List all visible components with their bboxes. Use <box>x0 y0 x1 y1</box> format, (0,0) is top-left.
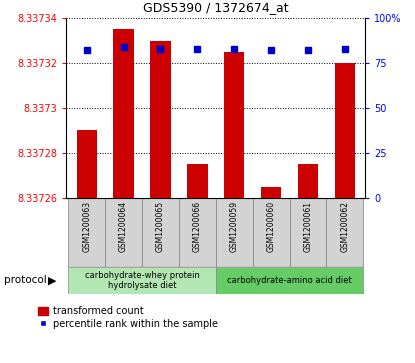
Text: GSM1200066: GSM1200066 <box>193 201 202 252</box>
Text: ▶: ▶ <box>48 276 56 285</box>
Bar <box>113 29 134 198</box>
Text: GSM1200060: GSM1200060 <box>266 201 276 252</box>
Bar <box>76 130 97 198</box>
FancyBboxPatch shape <box>142 198 179 267</box>
Bar <box>224 52 244 198</box>
FancyBboxPatch shape <box>216 267 364 294</box>
Text: carbohydrate-whey protein
hydrolysate diet: carbohydrate-whey protein hydrolysate di… <box>85 271 200 290</box>
Text: GSM1200063: GSM1200063 <box>82 201 91 252</box>
Bar <box>261 187 281 198</box>
FancyBboxPatch shape <box>105 198 142 267</box>
Text: protocol: protocol <box>4 276 47 285</box>
Text: GSM1200061: GSM1200061 <box>303 201 312 252</box>
FancyBboxPatch shape <box>68 198 105 267</box>
Text: GSM1200062: GSM1200062 <box>340 201 349 252</box>
FancyBboxPatch shape <box>216 198 253 267</box>
Text: carbohydrate-amino acid diet: carbohydrate-amino acid diet <box>227 276 352 285</box>
Title: GDS5390 / 1372674_at: GDS5390 / 1372674_at <box>143 1 288 14</box>
Text: GSM1200064: GSM1200064 <box>119 201 128 252</box>
FancyBboxPatch shape <box>290 198 327 267</box>
FancyBboxPatch shape <box>327 198 364 267</box>
Bar <box>335 63 355 198</box>
FancyBboxPatch shape <box>253 198 290 267</box>
Bar <box>150 41 171 198</box>
FancyBboxPatch shape <box>68 267 216 294</box>
Text: GSM1200065: GSM1200065 <box>156 201 165 252</box>
Legend: transformed count, percentile rank within the sample: transformed count, percentile rank withi… <box>38 306 217 329</box>
FancyBboxPatch shape <box>179 198 216 267</box>
Bar <box>298 164 318 198</box>
Text: GSM1200059: GSM1200059 <box>230 201 239 252</box>
Bar <box>187 164 208 198</box>
